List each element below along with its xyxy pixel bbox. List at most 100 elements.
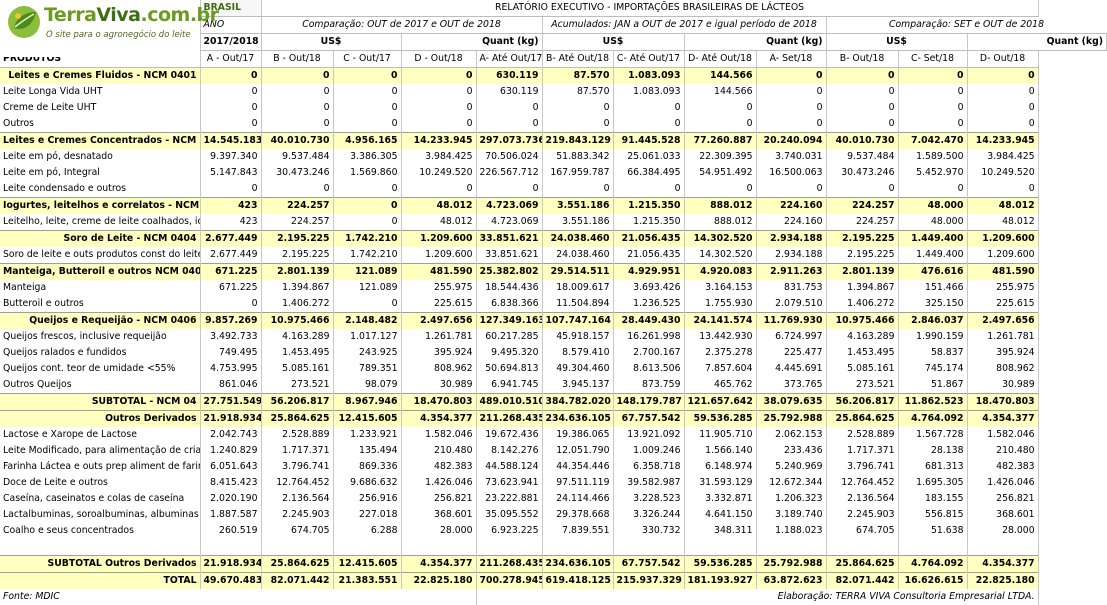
value-cell: 423 [200,214,262,231]
value-cell: 1.582.046 [967,427,1039,443]
product-label: Soro de leite e outs produtos const do l… [0,247,201,264]
value-cell: 0 [333,67,402,84]
value-cell: 243.925 [333,345,402,361]
value-cell: 87.570 [542,84,614,100]
value-cell: 1.449.400 [898,230,968,247]
value-cell: 12.764.452 [261,475,334,491]
value-cell [613,539,685,556]
value-cell: 224.160 [756,214,827,231]
table-row: Queijos ralados e fundidos 749.495 1.453.4… [0,345,1107,361]
value-cell: 1.566.140 [684,443,757,459]
value-cell: 0 [261,116,334,133]
value-cell: 48.012 [967,214,1039,231]
value-cell: 3.551.186 [542,197,614,214]
value-cell: 2.195.225 [826,247,899,264]
value-cell: 0 [756,84,827,100]
table-row: Leite Longa Vida UHT 0 0 0 0 630.119 87.570 1.0… [0,84,1107,100]
value-cell: 3.164.153 [684,280,757,296]
value-cell: 30.989 [401,377,477,394]
table-row: Leite condensado e outros 0 0 0 0 0 0 0 0 0 0 0 0 [0,181,1107,198]
value-cell: 59.536.285 [684,555,757,573]
value-cell: 167.959.787 [542,165,614,181]
category-label: Iogurtes, leitelhos e correlatos - NCM 0… [0,197,201,214]
value-cell: 7.042.470 [898,132,968,149]
value-cell: 0 [826,116,899,133]
value-cell: 256.821 [401,491,477,507]
value-cell: 225.615 [967,296,1039,313]
value-cell: 1.406.272 [826,296,899,313]
value-cell: 255.975 [401,280,477,296]
value-cell: 135.494 [333,443,402,459]
value-cell: 13.921.092 [613,427,685,443]
value-cell: 5.085.161 [826,361,899,377]
value-cell: 2.677.449 [200,247,262,264]
value-cell: 619.418.125 [542,572,614,589]
value-cell: 749.495 [200,345,262,361]
value-cell: 674.705 [826,523,899,539]
value-cell: 6.358.718 [613,459,685,475]
product-label: Queijos cont. teor de umidade <55% [0,361,201,377]
value-cell: 1.567.728 [898,427,968,443]
value-cell: 1.009.246 [613,443,685,459]
column-header: C - Out/17 [333,50,402,68]
value-cell: 224.257 [261,214,334,231]
table-row: Outros Derivados 21.918.934 25.864.625 12.4… [0,410,1107,427]
value-cell: 0 [401,84,477,100]
value-cell: 11.769.930 [756,312,827,329]
value-cell: 0 [476,181,543,198]
value-cell: 255.975 [967,280,1039,296]
value-cell: 30.989 [967,377,1039,394]
value-cell: 273.521 [261,377,334,394]
value-cell: 29.378.668 [542,507,614,523]
value-cell: 234.636.105 [542,555,614,573]
value-cell: 2.528.889 [261,427,334,443]
value-cell: 4.723.069 [476,197,543,214]
value-cell: 25.864.625 [261,410,334,427]
brasil-label: BRASIL [199,0,262,17]
value-cell: 219.843.129 [542,132,614,149]
value-cell: 0 [542,116,614,133]
column-header: C- Até Out/17 [613,50,685,68]
value-cell: 0 [261,181,334,198]
value-cell: 54.951.492 [684,165,757,181]
value-cell [967,539,1039,556]
value-cell [684,539,757,556]
column-header: C- Set/18 [898,50,968,68]
value-cell: 2.846.037 [898,312,968,329]
value-cell: 2.700.167 [613,345,685,361]
value-cell: 21.056.435 [613,230,685,247]
table-row: Iogurtes, leitelhos e correlatos - NCM 0… [0,197,1107,214]
value-cell: 1.887.587 [200,507,262,523]
table-row: Creme de Leite UHT 0 0 0 0 0 0 0 0 0 0 0 0 [0,100,1107,116]
column-header: D- Até Out/18 [684,50,757,68]
value-cell: 0 [261,67,334,84]
value-cell: 21.918.934 [200,410,262,427]
value-cell: 25.864.625 [826,410,899,427]
value-cell: 476.616 [898,263,968,280]
value-cell: 0 [200,84,262,100]
product-label: Leite em pó, Integral [0,165,201,181]
product-label: Queijos ralados e fundidos [0,345,201,361]
value-cell: 121.089 [333,280,402,296]
value-cell: 489.010.510 [476,393,543,411]
value-cell: 4.929.951 [613,263,685,280]
value-cell: 888.012 [684,214,757,231]
value-cell: 1.209.600 [401,247,477,264]
value-cell: 297.073.736 [476,132,543,149]
quant-header-3: Quant (kg) [967,33,1107,51]
value-cell: 2.934.188 [756,230,827,247]
value-cell: 39.582.987 [613,475,685,491]
column-header: B- Out/18 [826,50,899,68]
value-cell: 224.257 [826,197,899,214]
value-cell: 0 [333,84,402,100]
value-cell: 395.924 [401,345,477,361]
value-cell: 0 [684,181,757,198]
value-cell: 28.138 [898,443,968,459]
value-cell: 11.862.523 [898,393,968,411]
value-cell: 24.038.460 [542,230,614,247]
value-cell: 48.012 [401,214,477,231]
value-cell: 4.354.377 [967,410,1039,427]
value-cell: 3.796.741 [261,459,334,475]
value-cell: 873.759 [613,377,685,394]
